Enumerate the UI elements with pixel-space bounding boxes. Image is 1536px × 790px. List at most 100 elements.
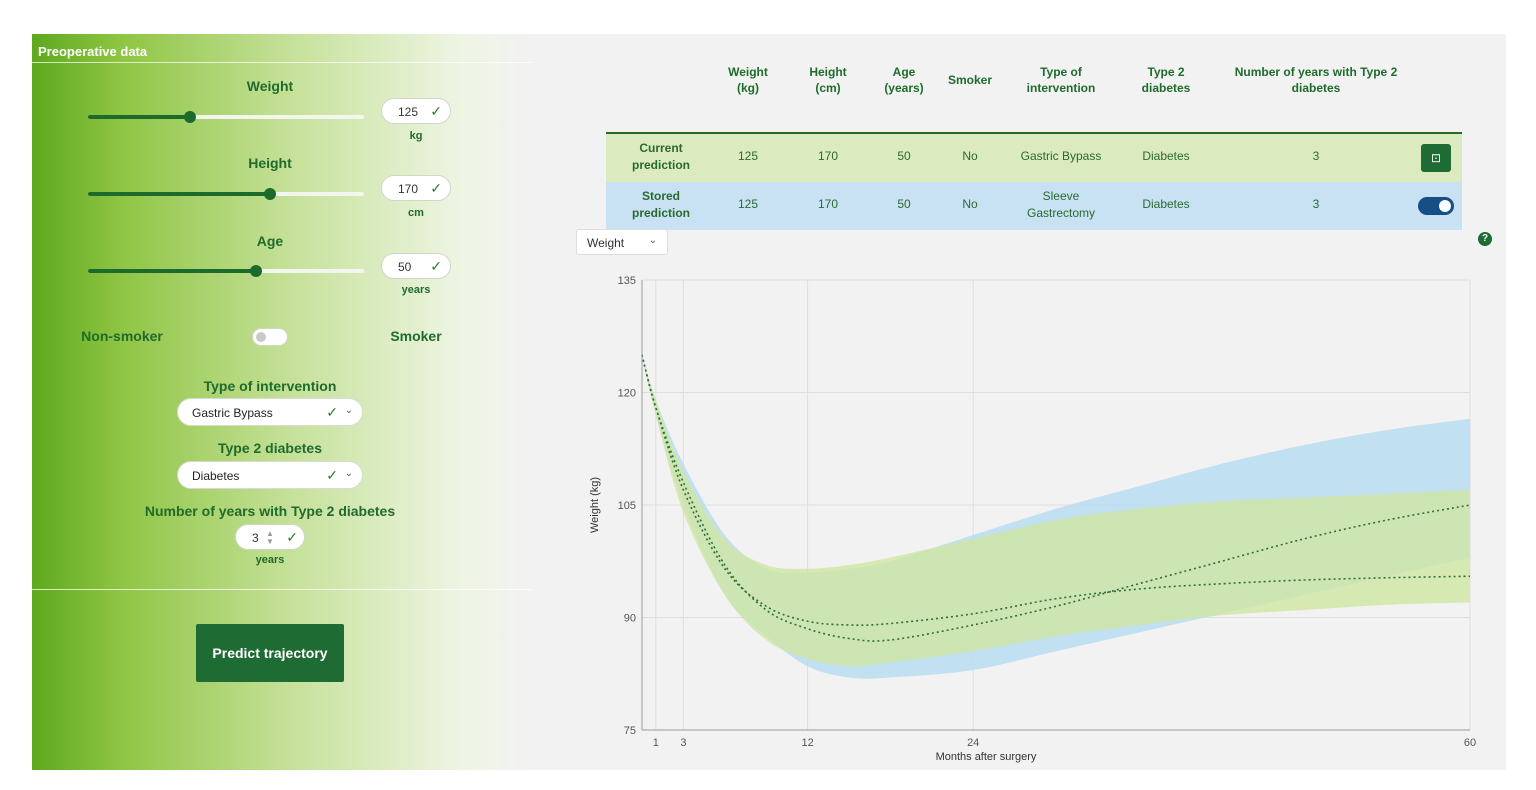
- intervention-select[interactable]: Gastric Bypass ✓ ⌄: [177, 398, 363, 426]
- cell-years-diabetes: 3: [1312, 197, 1320, 211]
- x-axis-label: Months after surgery: [936, 751, 1037, 763]
- header-text: Type 2: [1147, 65, 1185, 79]
- cell-intervention: Sleeve Gastrectomy: [1026, 189, 1095, 220]
- weight-slider-thumb[interactable]: [184, 111, 197, 123]
- check-icon: ✓: [326, 404, 338, 420]
- cell-diabetes: Diabetes: [1142, 197, 1190, 211]
- divider: [32, 589, 532, 590]
- header-text: (kg): [737, 81, 759, 95]
- intervention-value: Gastric Bypass: [192, 406, 273, 420]
- x-tick-label: 3: [680, 737, 686, 749]
- years-diabetes-stepper[interactable]: 3 ▲ ▼ ✓: [235, 524, 305, 550]
- row-label-text: prediction: [631, 206, 690, 220]
- help-icon[interactable]: ?: [1478, 232, 1492, 246]
- predict-trajectory-button[interactable]: Predict trajectory: [196, 624, 344, 682]
- y-axis-label: Weight (kg): [589, 477, 601, 533]
- app-frame: Preoperative data Weight 125 ✓ kg Height…: [32, 34, 1506, 770]
- header-text: Height: [809, 65, 847, 79]
- y-tick-label: 90: [624, 613, 636, 625]
- cell-intervention: Gastric Bypass: [1020, 149, 1102, 163]
- intervention-label: Type of intervention: [203, 378, 337, 394]
- cell-years-diabetes: 3: [1312, 149, 1320, 163]
- save-icon: ⊡: [1430, 151, 1442, 165]
- cell-weight: 125: [737, 197, 759, 211]
- height-label: Height: [248, 155, 292, 171]
- row-label: Stored prediction: [616, 188, 706, 222]
- cell-weight: 125: [737, 149, 759, 163]
- years-diabetes-value: 3: [252, 531, 259, 545]
- y-tick-label: 135: [618, 275, 636, 287]
- chevron-down-icon: ⌄: [344, 405, 353, 416]
- toggle-knob: [1439, 200, 1451, 212]
- confidence-band-1: [642, 355, 1470, 667]
- height-value: 170: [398, 182, 419, 196]
- weight-slider-fill: [88, 115, 191, 119]
- age-unit: years: [401, 284, 431, 296]
- age-label: Age: [256, 233, 284, 249]
- x-tick-label: 12: [801, 737, 813, 749]
- toggle-knob: [256, 332, 266, 342]
- height-input[interactable]: 170 ✓: [381, 175, 451, 201]
- table-row-stored: Stored prediction 125 170 50 No Sleeve G…: [606, 182, 1462, 230]
- years-diabetes-unit: years: [255, 554, 285, 566]
- save-prediction-button[interactable]: ⊡: [1421, 144, 1451, 172]
- chevron-down-icon: ⌄: [344, 468, 353, 479]
- header-text: (cm): [815, 81, 841, 95]
- header-diabetes: Type 2 diabetes: [1126, 64, 1206, 96]
- header-height: Height (cm): [796, 64, 860, 96]
- header-text: diabetes: [1291, 81, 1341, 95]
- weight-slider[interactable]: [88, 111, 364, 123]
- preoperative-panel: Preoperative data Weight 125 ✓ kg Height…: [32, 34, 552, 770]
- x-tick-label: 1: [653, 737, 659, 749]
- non-smoker-label: Non-smoker: [81, 328, 163, 344]
- age-slider[interactable]: [88, 265, 364, 277]
- header-text: Number of years with Type 2: [1234, 65, 1398, 79]
- chevron-down-icon: ⌄: [648, 235, 657, 246]
- cell-height: 170: [817, 197, 839, 211]
- check-icon: ✓: [430, 103, 442, 119]
- header-weight: Weight (kg): [716, 64, 780, 96]
- cell-age: 50: [897, 149, 911, 163]
- check-icon: ✓: [326, 467, 338, 483]
- header-text: diabetes: [1141, 81, 1191, 95]
- height-slider-thumb[interactable]: [264, 188, 277, 200]
- cell-age: 50: [897, 197, 911, 211]
- age-value: 50: [398, 260, 412, 274]
- metric-select[interactable]: Weight ⌄: [576, 229, 668, 255]
- height-slider-fill: [88, 192, 271, 196]
- header-text: Smoker: [947, 73, 993, 87]
- stored-prediction-toggle[interactable]: [1418, 197, 1454, 215]
- cell-smoker: No: [962, 197, 978, 211]
- header-text: Type of: [1040, 65, 1082, 79]
- diabetes-label: Type 2 diabetes: [217, 440, 322, 456]
- header-intervention: Type of intervention: [1011, 64, 1111, 96]
- header-text: intervention: [1026, 81, 1096, 95]
- weight-value: 125: [398, 105, 419, 119]
- header-text: Age: [892, 65, 916, 79]
- weight-trajectory-chart: 1 3 12 24 60 75 90 105 120 135 Months after surger…: [589, 275, 1476, 763]
- check-icon: ✓: [430, 258, 442, 274]
- divider: [32, 62, 532, 63]
- header-text: (years): [884, 81, 924, 95]
- smoker-toggle[interactable]: [252, 328, 288, 346]
- header-age: Age (years): [872, 64, 936, 96]
- height-unit: cm: [408, 207, 424, 219]
- spinner-icon[interactable]: ▲ ▼: [266, 529, 274, 546]
- age-slider-thumb[interactable]: [250, 265, 263, 277]
- age-slider-fill: [88, 269, 257, 273]
- weight-label: Weight: [246, 78, 294, 94]
- y-tick-label: 120: [618, 388, 636, 400]
- weight-input[interactable]: 125 ✓: [381, 98, 451, 124]
- height-slider[interactable]: [88, 188, 364, 200]
- diabetes-value: Diabetes: [192, 469, 240, 483]
- row-label-text: prediction: [631, 158, 690, 172]
- diabetes-select[interactable]: Diabetes ✓ ⌄: [177, 461, 363, 489]
- check-icon: ✓: [430, 180, 442, 196]
- cell-diabetes: Diabetes: [1142, 149, 1190, 163]
- cell-height: 170: [817, 149, 839, 163]
- row-label-text: Stored: [641, 189, 680, 203]
- smoker-label: Smoker: [390, 328, 442, 344]
- age-input[interactable]: 50 ✓: [381, 253, 451, 279]
- header-years-diabetes: Number of years with Type 2 diabetes: [1216, 64, 1416, 96]
- weight-unit: kg: [409, 130, 423, 142]
